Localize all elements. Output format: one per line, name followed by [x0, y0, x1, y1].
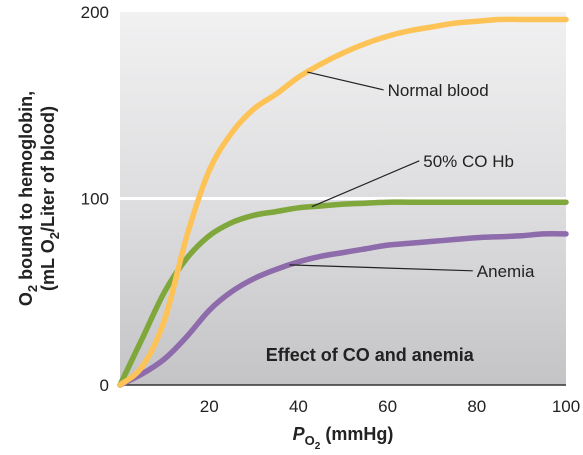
leader-line-50-co-hb: [311, 160, 420, 208]
chart-caption: Effect of CO and anemia: [266, 345, 475, 365]
y-tick-label-100: 100: [81, 190, 109, 209]
x-tick-label-40: 40: [289, 397, 308, 416]
x-tick-label-60: 60: [378, 397, 397, 416]
annotation-normal-blood: Normal blood: [388, 81, 489, 100]
series-layer: [117, 16, 569, 388]
y-tick-label-0: 0: [100, 376, 109, 395]
series-line-anemia: [117, 231, 569, 388]
x-axis-title: PO2 (mmHg): [293, 424, 394, 452]
annotation-layer: Normal blood 50% CO Hb Anemia: [289, 71, 535, 281]
x-tick-label-20: 20: [200, 397, 219, 416]
leader-line-normal-blood: [307, 71, 384, 91]
svg-text:O2 bound to hemoglobin,: O2 bound to hemoglobin,: [16, 91, 40, 306]
annotation-anemia: Anemia: [477, 262, 535, 281]
x-tick-label-100: 100: [552, 397, 580, 416]
tick-layer: 20 40 60 80 100 0 100 200: [81, 3, 581, 416]
leader-line-anemia: [289, 264, 473, 272]
annotation-50-co-hb: 50% CO Hb: [423, 152, 514, 171]
y-tick-label-200: 200: [81, 3, 109, 22]
x-tick-label-80: 80: [467, 397, 486, 416]
series-line-50-co-hb: [117, 199, 569, 388]
svg-text:(mL O2/Liter of blood): (mL O2/Liter of blood): [38, 106, 62, 291]
series-line-normal-blood: [117, 16, 569, 388]
y-axis-title: O2 bound to hemoglobin, (mL O2/Liter of b…: [16, 91, 62, 306]
